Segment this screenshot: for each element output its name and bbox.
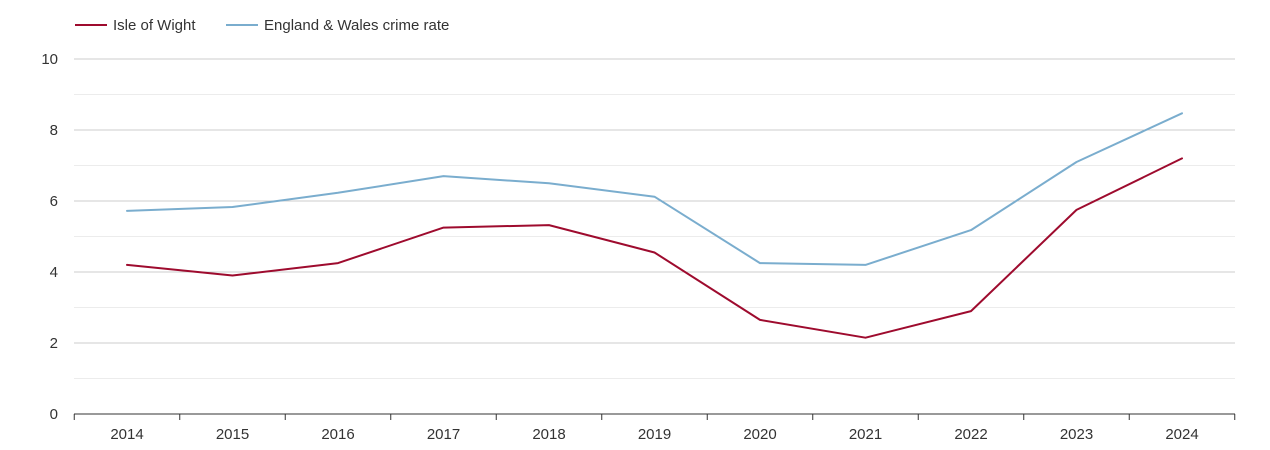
y-tick-label: 2 bbox=[50, 335, 58, 352]
series-lines bbox=[127, 113, 1182, 337]
x-tick-label: 2020 bbox=[743, 426, 776, 443]
x-tick-label: 2019 bbox=[638, 426, 671, 443]
x-axis: 2014 2015 2016 2017 2018 2019 2020 2021 2022 2023… bbox=[74, 414, 1235, 443]
series-line-isle-of-wight bbox=[127, 158, 1182, 337]
x-tick-label: 2016 bbox=[321, 426, 354, 443]
y-tick-label: 4 bbox=[50, 264, 58, 281]
gridlines bbox=[74, 59, 1235, 379]
x-tick-label: 2017 bbox=[427, 426, 460, 443]
legend: Isle of Wight England & Wales crime rate bbox=[75, 17, 449, 34]
x-tick-label: 2018 bbox=[532, 426, 565, 443]
y-axis: 0 2 4 6 8 10 bbox=[41, 51, 58, 423]
line-chart: 0 2 4 6 8 10 2014 2015 2016 2017 2018 2019 2020 2021… bbox=[0, 0, 1270, 450]
y-tick-label: 6 bbox=[50, 193, 58, 210]
x-tick-label: 2024 bbox=[1165, 426, 1198, 443]
y-tick-label: 0 bbox=[50, 406, 58, 423]
x-tick-label: 2022 bbox=[954, 426, 987, 443]
x-tick-label: 2015 bbox=[216, 426, 249, 443]
series-line-england-wales bbox=[127, 113, 1182, 265]
x-tick-label: 2021 bbox=[849, 426, 882, 443]
x-tick-label: 2023 bbox=[1060, 426, 1093, 443]
y-tick-label: 10 bbox=[41, 51, 58, 68]
legend-label-isle-of-wight: Isle of Wight bbox=[113, 17, 196, 34]
y-tick-label: 8 bbox=[50, 122, 58, 139]
x-tick-label: 2014 bbox=[110, 426, 143, 443]
legend-label-england-wales: England & Wales crime rate bbox=[264, 17, 449, 34]
